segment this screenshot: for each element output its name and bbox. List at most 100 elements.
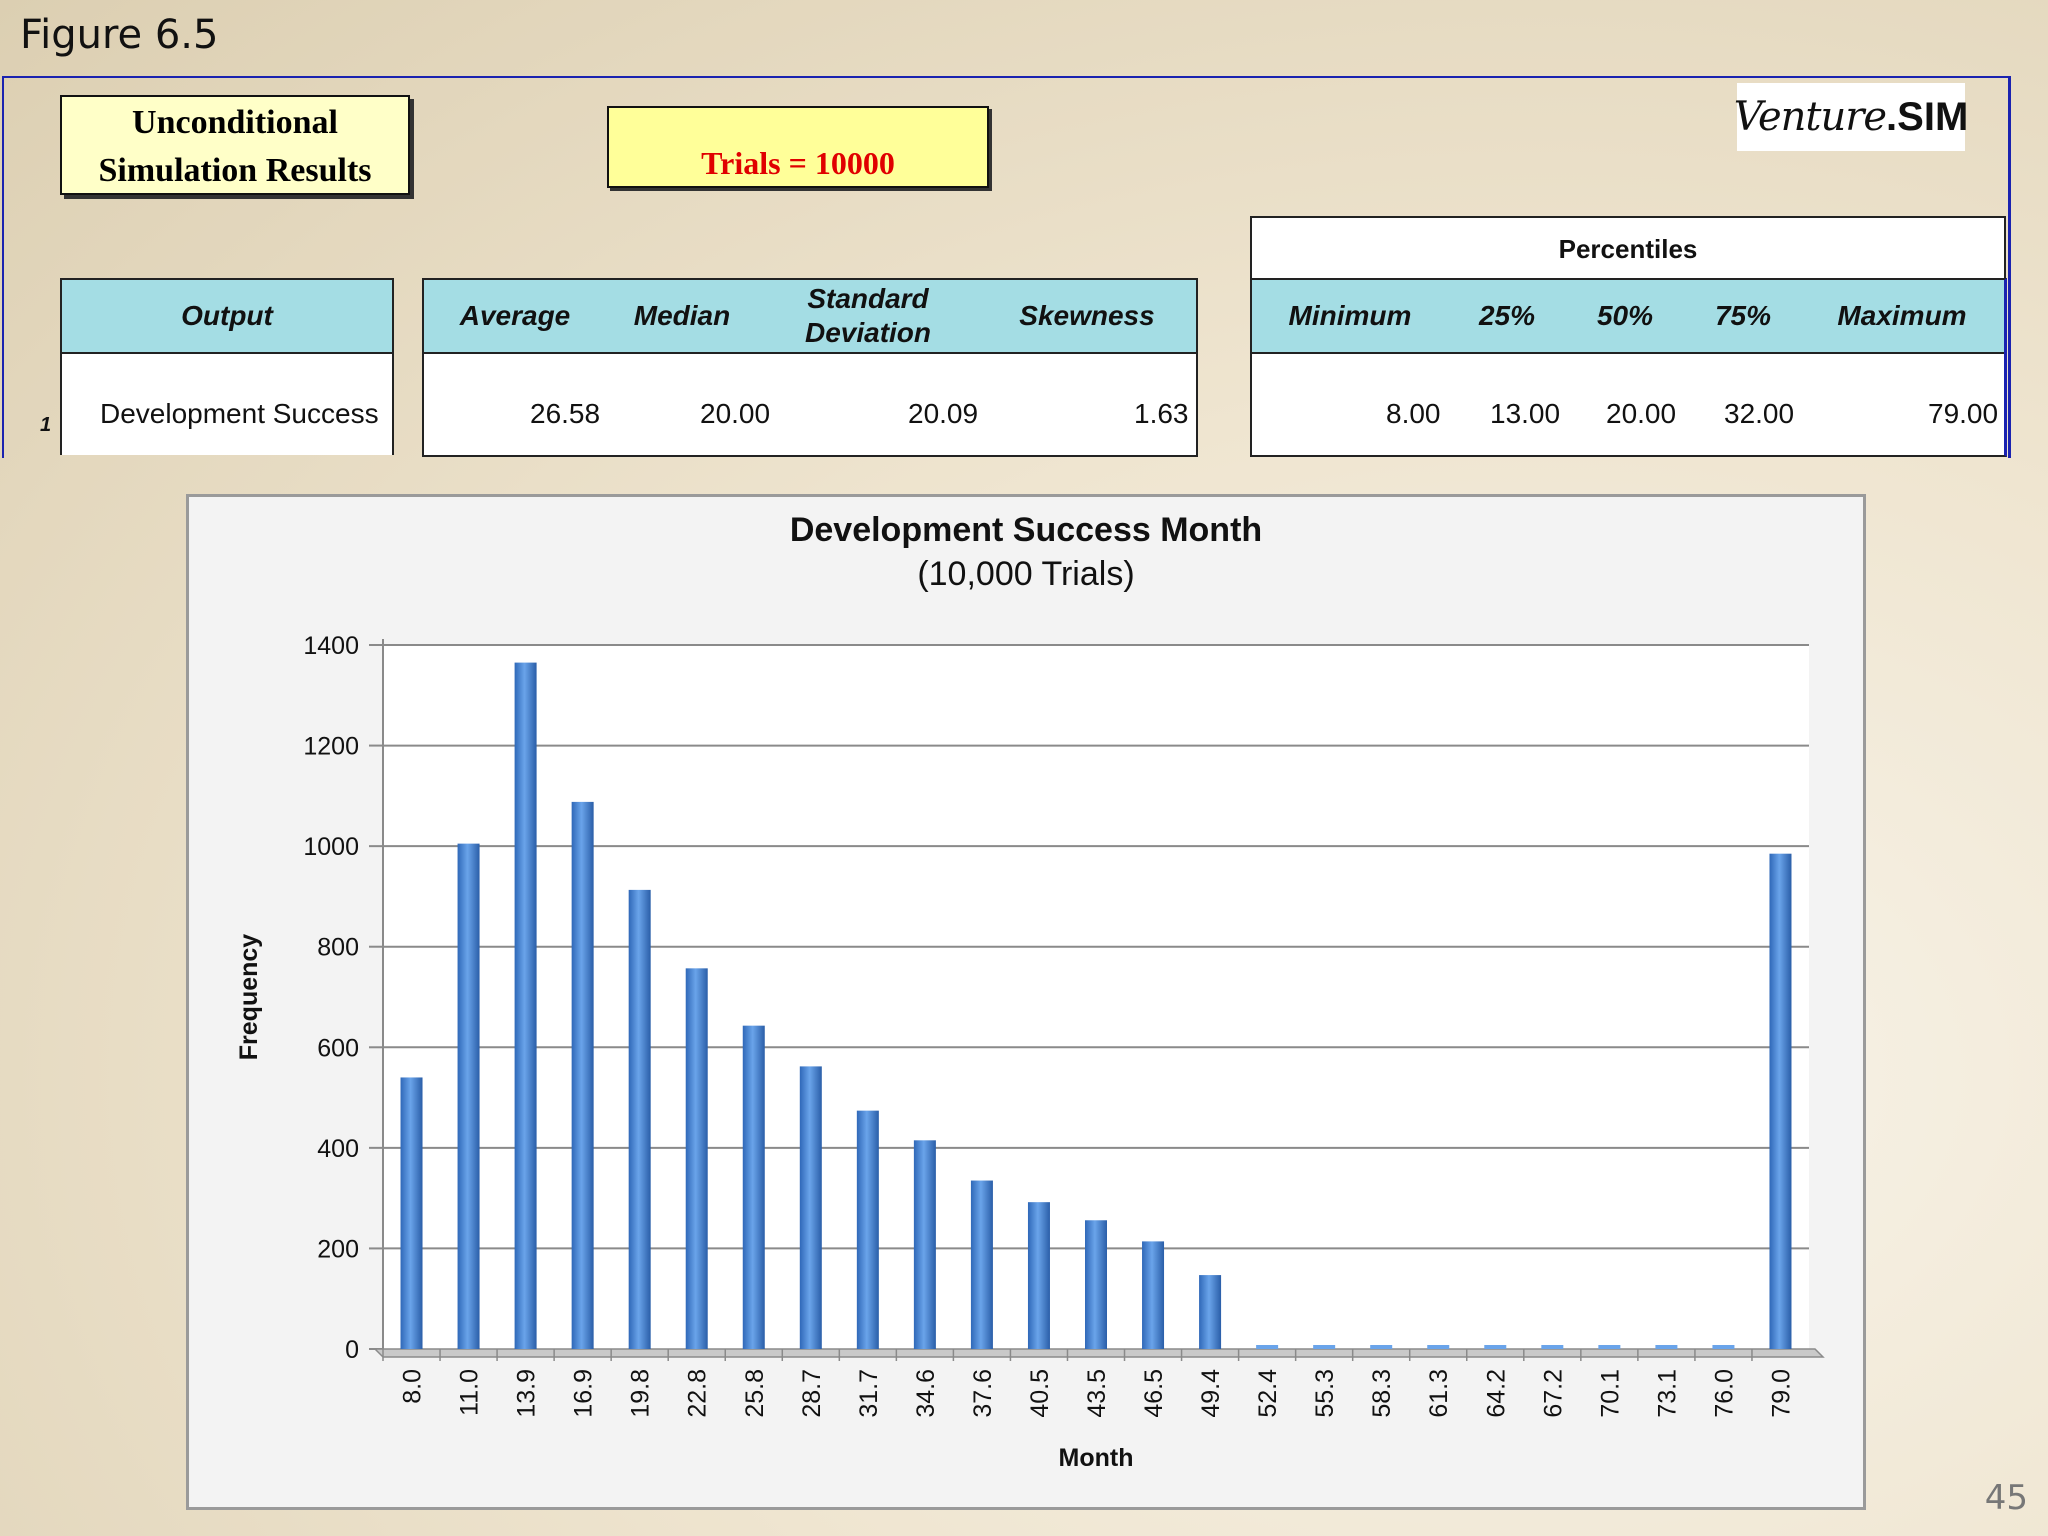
results-title-line2: Simulation Results [98, 152, 372, 189]
minimum-header: Minimum [1288, 300, 1412, 331]
histogram-bar [856, 1110, 879, 1349]
logo-script-text: Venture [1733, 94, 1887, 140]
histogram-bar [1085, 1220, 1107, 1349]
histogram-bar [685, 968, 708, 1349]
x-tick-label: 76.0 [1710, 1369, 1738, 1418]
maximum-header: Maximum [1837, 300, 1967, 331]
p75-value: 32.00 [1724, 398, 1795, 429]
x-tick-label: 79.0 [1767, 1369, 1795, 1418]
x-tick-label: 40.5 [1026, 1369, 1054, 1418]
x-tick-label: 55.3 [1311, 1369, 1339, 1418]
x-tick-label: 64.2 [1482, 1369, 1510, 1418]
histogram-chart: Development Success Month (10,000 Trials… [186, 494, 1866, 1510]
p50-header: 50% [1596, 300, 1654, 331]
figure-label: Figure 6.5 [20, 12, 219, 58]
statistics-header-row: Average Median Standard Deviation Skewne… [424, 280, 1196, 354]
histogram-bar [799, 1066, 822, 1349]
y-tick-label: 1200 [303, 733, 359, 761]
x-tick-label: 28.7 [798, 1369, 826, 1418]
percentiles-table: Minimum 25% 50% 75% Maximum 8.00 13.00 2… [1250, 278, 2007, 457]
x-tick-label: 22.8 [684, 1369, 712, 1418]
histogram-bar [1712, 1345, 1735, 1349]
trials-count-box: Trials = 10000 [607, 106, 989, 188]
histogram-bar [514, 662, 537, 1349]
x-tick-label: 46.5 [1140, 1369, 1168, 1418]
y-tick-label: 0 [345, 1336, 359, 1364]
histogram-bar [1655, 1345, 1678, 1349]
output-name-cell: Development Success [100, 398, 379, 429]
row-number: 1 [40, 414, 52, 436]
skewness-header: Skewness [1019, 300, 1155, 331]
x-tick-label: 43.5 [1083, 1369, 1111, 1418]
x-tick-label: 16.9 [570, 1369, 598, 1418]
page-number: 45 [1984, 1478, 2028, 1518]
histogram-bar [1769, 853, 1792, 1349]
percentiles-title: Percentiles [1250, 216, 2006, 280]
output-header-row: Output [62, 280, 392, 354]
y-tick-label: 1000 [303, 833, 359, 861]
histogram-bar [1313, 1345, 1336, 1349]
histogram-bar [913, 1140, 936, 1349]
x-tick-label: 19.8 [627, 1369, 655, 1418]
p50-value: 20.00 [1606, 398, 1677, 429]
spreadsheet-frame [2, 76, 2011, 458]
y-axis-label: Frequency [235, 934, 263, 1061]
histogram-bar [1484, 1345, 1507, 1349]
y-tick-label: 200 [317, 1235, 359, 1263]
statistics-table: Average Median Standard Deviation Skewne… [422, 278, 1198, 457]
x-tick-labels: 8.0 11.0 13.9 16.9 19.8 22.8 25.8 28.7 31.7 34.6 3… [399, 1369, 1796, 1418]
histogram-bar [1199, 1275, 1222, 1349]
x-tick-label: 58.3 [1368, 1369, 1396, 1418]
average-value: 26.58 [530, 398, 601, 429]
median-header: Median [633, 300, 731, 331]
x-tick-label: 8.0 [399, 1369, 427, 1404]
histogram-bar [1427, 1345, 1450, 1349]
x-tick-label: 37.6 [969, 1369, 997, 1418]
bars [400, 662, 1792, 1349]
histogram-bar [1027, 1202, 1050, 1349]
p25-header: 25% [1478, 300, 1536, 331]
output-header: Output [181, 300, 273, 331]
histogram-bar [628, 889, 651, 1349]
y-tick-label: 400 [317, 1135, 359, 1163]
venture-sim-logo: Venture .SIM [1733, 83, 1968, 151]
chart-title: Development Success Month [790, 511, 1262, 549]
y-tick-label: 1400 [303, 632, 359, 660]
x-axis-floor [373, 1348, 1825, 1358]
x-tick-label: 52.4 [1254, 1369, 1282, 1418]
results-title-line1: Unconditional [132, 104, 338, 141]
histogram-bar [1256, 1345, 1279, 1349]
histogram-bar [742, 1025, 765, 1349]
x-tick-label: 25.8 [741, 1369, 769, 1418]
histogram-bar [457, 843, 480, 1349]
histogram-bar [571, 801, 594, 1349]
histogram-bar [970, 1180, 993, 1349]
y-tick-label: 800 [317, 934, 359, 962]
x-axis-label: Month [1059, 1444, 1134, 1472]
skewness-value: 1.63 [1134, 398, 1189, 429]
std-dev-value: 20.09 [908, 398, 979, 429]
minimum-value: 8.00 [1386, 398, 1441, 429]
p75-header: 75% [1714, 300, 1772, 331]
x-tick-label: 49.4 [1197, 1369, 1225, 1418]
output-table: Output Development Success [60, 278, 394, 455]
x-tick-label: 70.1 [1596, 1369, 1624, 1418]
average-header: Average [459, 300, 571, 331]
histogram-bar [1142, 1241, 1165, 1349]
x-tick-label: 13.9 [513, 1369, 541, 1418]
y-tick-label: 600 [317, 1034, 359, 1062]
x-tick-label: 11.0 [456, 1369, 484, 1416]
maximum-value: 79.00 [1928, 398, 1999, 429]
x-tick-label: 67.2 [1539, 1369, 1567, 1418]
p25-value: 13.00 [1490, 398, 1561, 429]
std-dev-header: Standard Deviation [804, 283, 932, 348]
x-tick-label: 73.1 [1653, 1369, 1681, 1418]
histogram-bar [1541, 1345, 1564, 1349]
histogram-svg: Development Success Month (10,000 Trials… [235, 511, 1825, 1472]
histogram-bar [1370, 1345, 1393, 1349]
chart-subtitle: (10,000 Trials) [917, 555, 1134, 593]
x-tick-label: 61.3 [1425, 1369, 1453, 1418]
histogram-bar [1598, 1345, 1621, 1349]
x-tick-label: 31.7 [855, 1369, 883, 1418]
histogram-bar [400, 1077, 423, 1349]
